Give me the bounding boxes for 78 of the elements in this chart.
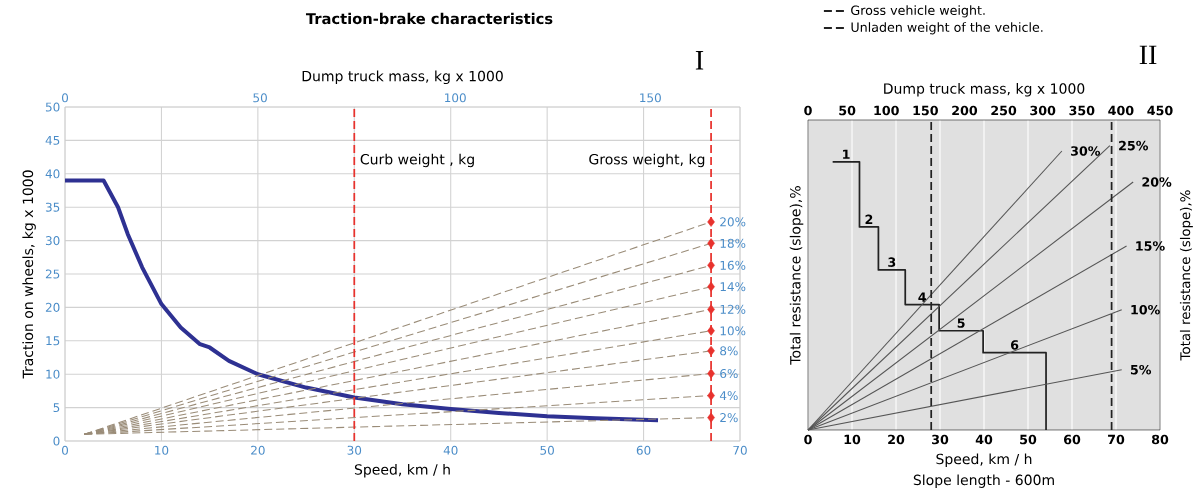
y-tick-label: 20 [45, 302, 60, 312]
x-tick-label: 80 [1151, 434, 1169, 445]
x-tick-label: 70 [1108, 434, 1125, 445]
y-tick-label: 25 [45, 269, 60, 279]
x-tick-label: 50 [1020, 434, 1037, 445]
annotation: 2 [865, 214, 873, 224]
series-label: 12% [720, 304, 746, 314]
series-label: 20% [1142, 177, 1172, 187]
x2-tick-label: 100 [445, 93, 466, 103]
series-label: 14% [720, 282, 746, 292]
y-tick-label: 45 [45, 135, 60, 145]
x-tick-label: 40 [443, 445, 458, 455]
x-tick-label: 10 [844, 434, 861, 445]
series-label: 25% [1119, 140, 1149, 151]
text: I [695, 51, 704, 70]
chart-title: Traction-brake characteristics [305, 12, 553, 25]
x2-tick-label: 0 [804, 105, 812, 116]
y-tick-label: 50 [45, 102, 60, 112]
annotation: 5 [957, 318, 965, 328]
text: Slope length - 600m [913, 474, 1054, 488]
x-tick-label: 30 [347, 445, 362, 455]
y-tick-label: 40 [45, 169, 60, 179]
x2-tick-label: 350 [1069, 105, 1095, 116]
series-label: 2% [720, 413, 738, 423]
series-label: 20% [720, 217, 746, 227]
x-tick-label: 20 [251, 445, 265, 455]
series-label: 6% [720, 368, 738, 379]
annotation: 1 [843, 149, 850, 159]
x-tick-label: 50 [540, 445, 554, 455]
x-tick-label: 70 [733, 445, 747, 455]
series-label: 30% [1071, 146, 1101, 156]
x2-tick-label: 100 [874, 105, 899, 116]
x2-tick-label: 50 [839, 105, 856, 116]
x2-tick-label: 300 [1030, 105, 1056, 116]
series-label: 4% [719, 391, 738, 401]
annotation: 3 [888, 257, 896, 267]
y2-axis-title: Total resistance (slope),% [1179, 190, 1193, 361]
x2-tick-label: 150 [913, 105, 938, 116]
x2-axis-title: Dump truck mass, kg x 1000 [884, 83, 1085, 97]
x-tick-label: 40 [975, 434, 993, 445]
x2-tick-label: 400 [1108, 105, 1134, 116]
series-label: 8% [720, 346, 738, 356]
x2-tick-label: 450 [1147, 105, 1173, 116]
ref-line-label: Curb weight , kg [360, 153, 474, 168]
x-tick-label: 10 [155, 445, 169, 455]
x2-tick-label: 0 [61, 93, 69, 103]
x2-tick-label: 50 [253, 93, 267, 103]
ref-line-label: Gross weight, kg [589, 153, 705, 168]
x-tick-label: 60 [1063, 434, 1081, 445]
series-label: 10% [1131, 304, 1160, 315]
text: II [1139, 45, 1157, 65]
series-label: 10% [720, 326, 746, 336]
legend-label: Gross vehicle weight. [851, 5, 985, 18]
x2-tick-label: 200 [952, 105, 978, 116]
x-tick-label: 0 [804, 434, 812, 445]
x-tick-label: 60 [636, 445, 651, 455]
y-axis-title: Total resistance (slope),% [789, 186, 804, 365]
x2-axis-title: Dump truck mass, kg x 1000 [302, 70, 503, 85]
x2-tick-label: 250 [991, 105, 1017, 116]
x-tick-label: 30 [932, 434, 949, 445]
y-tick-label: 35 [45, 202, 60, 212]
series-label: 18% [720, 238, 746, 248]
annotation: 6 [1010, 340, 1019, 350]
x-axis-title: Speed, km / h [936, 453, 1032, 467]
y-tick-label: 15 [46, 336, 60, 346]
legend-label: Unladen weight of the vehicle. [851, 22, 1043, 35]
series-label: 16% [720, 260, 746, 270]
series-label: 5% [1130, 364, 1152, 375]
x2-tick-label: 150 [640, 93, 661, 103]
x-axis-title: Speed, km / h [354, 463, 450, 478]
y-axis-title: Traction on wheels, kg x 1000 [22, 170, 36, 379]
y-tick-label: 5 [53, 403, 60, 413]
y-tick-label: 10 [46, 369, 60, 379]
y-tick-label: 30 [45, 236, 60, 246]
series-label: 15% [1136, 241, 1165, 251]
x-tick-label: 20 [888, 434, 905, 445]
x-tick-label: 0 [61, 445, 69, 455]
annotation: 4 [918, 292, 927, 302]
